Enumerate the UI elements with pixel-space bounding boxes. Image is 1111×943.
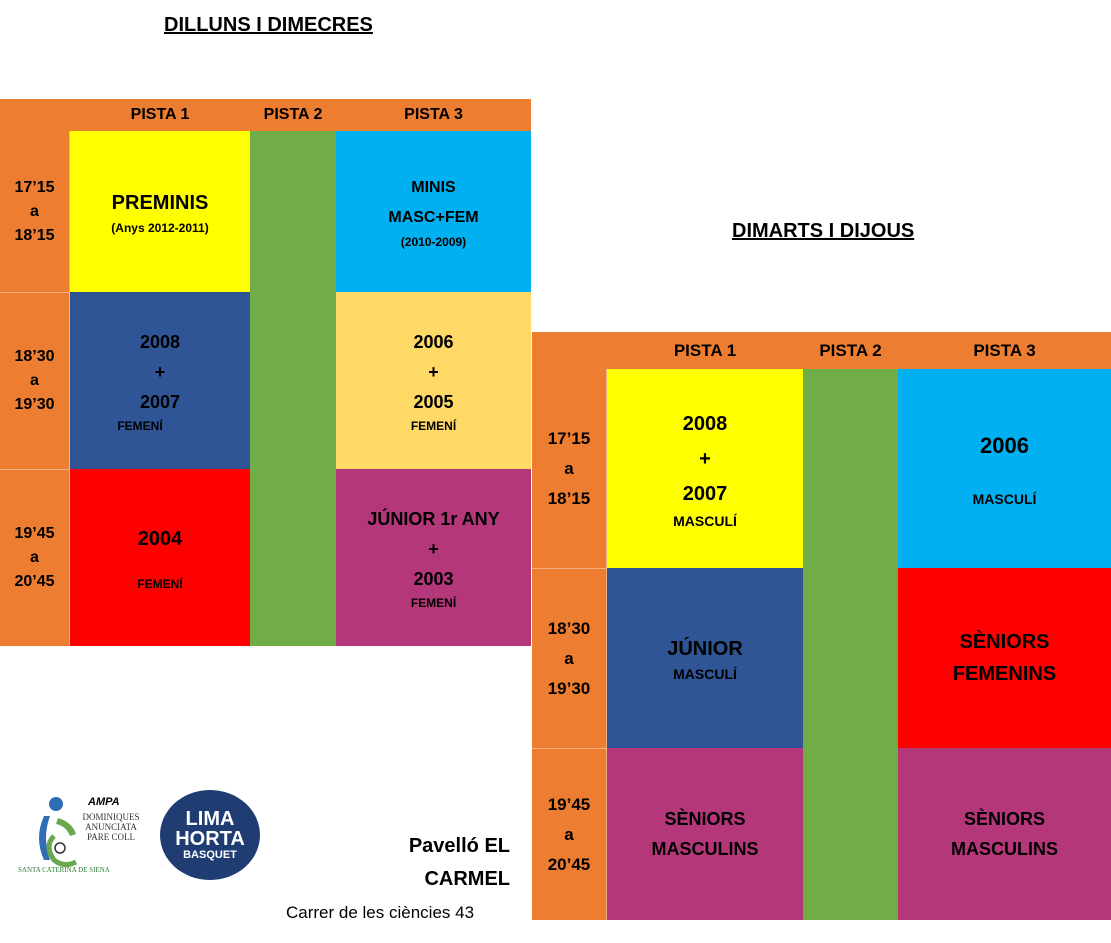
club-line: BASQUET bbox=[183, 849, 237, 861]
time-start: 17’15 bbox=[547, 428, 591, 448]
header-pista-2: PISTA 2 bbox=[263, 106, 323, 123]
time-sep: a bbox=[30, 202, 39, 220]
header-pista-2: PISTA 2 bbox=[819, 340, 882, 360]
group-sub: MASCULÍ bbox=[972, 490, 1037, 507]
group-sub: FEMENÍ bbox=[410, 595, 457, 610]
group-line: SÈNIORS bbox=[963, 809, 1046, 829]
slot-right-p3-r2: SÈNIORS FEMENINS bbox=[898, 568, 1111, 748]
group-line: 2007 bbox=[682, 483, 728, 505]
header-pista-1: PISTA 1 bbox=[130, 106, 190, 123]
time-end: 18’15 bbox=[14, 226, 55, 244]
group-line: FEMENINS bbox=[952, 663, 1057, 685]
slot-left-p1-r2: 2008 + 2007 FEMENÍ bbox=[70, 292, 250, 469]
group-name: JÚNIOR bbox=[667, 638, 743, 660]
slot-left-p3-r3: JÚNIOR 1r ANY + 2003 FEMENÍ bbox=[336, 469, 531, 646]
title-left: DILLUNS I DIMECRES bbox=[164, 14, 373, 36]
slot-left-p3-r2: 2006 + 2005 FEMENÍ bbox=[336, 292, 531, 469]
club-logo: LIMA HORTA BASQUET bbox=[160, 790, 260, 880]
group-line: 2008 bbox=[682, 413, 728, 435]
group-sub: (2010-2009) bbox=[400, 234, 467, 249]
time-slot-3: 19’45 a 20’45 bbox=[0, 469, 70, 646]
time-sep: a bbox=[564, 824, 574, 844]
group-name: 2006 bbox=[980, 432, 1029, 458]
time-end: 19’30 bbox=[14, 396, 55, 413]
school-line: DOMINIQUES bbox=[82, 812, 140, 822]
schedule-left: PISTA 1 PISTA 2 PISTA 3 17’15 a 18’15 18… bbox=[0, 99, 531, 646]
time-slot-2: 18’30 a 19’30 bbox=[0, 292, 70, 469]
club-line: LIMA bbox=[185, 808, 235, 830]
header-pista-3: PISTA 3 bbox=[404, 106, 463, 123]
ampa-logo: AMPA DOMINIQUES ANUNCIATA PARE COLL SANT… bbox=[16, 790, 146, 880]
slot-left-p1-r3: 2004 FEMENÍ bbox=[70, 469, 250, 646]
time-sep: a bbox=[564, 648, 574, 668]
slot-left-p2 bbox=[250, 131, 336, 646]
group-line: MINIS bbox=[411, 178, 456, 196]
group-line: SÈNIORS bbox=[664, 809, 746, 829]
group-line: 2007 bbox=[139, 391, 181, 412]
header-row: PISTA 1 PISTA 2 PISTA 3 bbox=[532, 332, 1111, 369]
group-sub: MASCULÍ bbox=[673, 513, 737, 529]
venue-line-2: CARMEL bbox=[424, 868, 510, 890]
group-line: JÚNIOR 1r ANY bbox=[367, 508, 500, 529]
time-sep: a bbox=[30, 549, 39, 566]
group-name: 2004 bbox=[137, 527, 183, 550]
group-line: MASC+FEM bbox=[388, 208, 479, 226]
slot-right-p1-r2: JÚNIOR MASCULÍ bbox=[607, 568, 803, 748]
slot-right-p1-r3: SÈNIORS MASCULINS bbox=[607, 748, 803, 920]
group-line: 2006 bbox=[413, 331, 454, 352]
time-end: 20’45 bbox=[14, 573, 55, 590]
slot-right-p1-r1: 2008 + 2007 MASCULÍ bbox=[607, 369, 803, 568]
group-line: SÈNIORS bbox=[959, 631, 1050, 653]
schedule-right: PISTA 1 PISTA 2 PISTA 3 17’15 a 18’15 18… bbox=[532, 332, 1111, 920]
time-end: 20’45 bbox=[547, 854, 591, 874]
group-sub: FEMENÍ bbox=[117, 418, 163, 433]
venue-address: Carrer de les ciències 43 bbox=[286, 903, 475, 922]
group-line: + bbox=[699, 448, 711, 470]
group-line: 2003 bbox=[413, 568, 454, 589]
title-right: DIMARTS I DIJOUS bbox=[732, 220, 915, 242]
slot-left-p3-r1: MINIS MASC+FEM (2010-2009) bbox=[336, 131, 531, 292]
header-pista-3: PISTA 3 bbox=[973, 340, 1036, 360]
time-start: 18’30 bbox=[14, 348, 55, 365]
time-sep: a bbox=[564, 458, 574, 478]
time-slot-1: 17’15 a 18’15 bbox=[532, 369, 607, 568]
group-line: MASCULINS bbox=[651, 839, 759, 859]
time-slot-3: 19’45 a 20’45 bbox=[532, 748, 607, 920]
school-line: PARE COLL bbox=[87, 832, 135, 842]
club-line: HORTA bbox=[175, 828, 245, 850]
group-sub: FEMENÍ bbox=[137, 576, 183, 591]
venue-line-1: Pavelló EL bbox=[408, 835, 510, 857]
header-pista-1: PISTA 1 bbox=[673, 340, 737, 360]
group-line: + bbox=[154, 361, 166, 382]
group-sub: FEMENÍ bbox=[410, 418, 457, 433]
group-line: + bbox=[428, 361, 439, 382]
group-sub: (Anys 2012-2011) bbox=[111, 220, 209, 235]
time-start: 19’45 bbox=[547, 794, 591, 814]
school-name: DOMINIQUES ANUNCIATA PARE COLL bbox=[78, 812, 144, 842]
time-start: 19’45 bbox=[14, 525, 55, 542]
ampa-emblem-icon bbox=[39, 797, 78, 868]
time-end: 19’30 bbox=[547, 678, 591, 698]
group-line: + bbox=[428, 538, 439, 559]
time-slot-2: 18’30 a 19’30 bbox=[532, 568, 607, 748]
group-line: 2008 bbox=[139, 331, 181, 352]
slot-right-p3-r3: SÈNIORS MASCULINS bbox=[898, 748, 1111, 920]
time-end: 18’15 bbox=[547, 488, 591, 508]
school-sub: SANTA CATERINA DE SIENA bbox=[18, 866, 110, 874]
slot-right-p2 bbox=[803, 369, 898, 920]
group-sub: MASCULÍ bbox=[673, 666, 737, 682]
group-line: 2005 bbox=[413, 391, 454, 412]
group-name: PREMINIS bbox=[111, 191, 209, 214]
header-row: PISTA 1 PISTA 2 PISTA 3 bbox=[0, 99, 531, 131]
ampa-label: AMPA bbox=[88, 796, 120, 808]
group-line: MASCULINS bbox=[951, 839, 1058, 859]
slot-right-p3-r1: 2006 MASCULÍ bbox=[898, 369, 1111, 568]
time-sep: a bbox=[30, 372, 39, 389]
slot-left-p1-r1: PREMINIS (Anys 2012-2011) bbox=[70, 131, 250, 292]
school-line: ANUNCIATA bbox=[85, 822, 137, 832]
time-slot-1: 17’15 a 18’15 bbox=[0, 131, 70, 292]
time-start: 17’15 bbox=[14, 178, 55, 196]
time-start: 18’30 bbox=[547, 618, 591, 638]
